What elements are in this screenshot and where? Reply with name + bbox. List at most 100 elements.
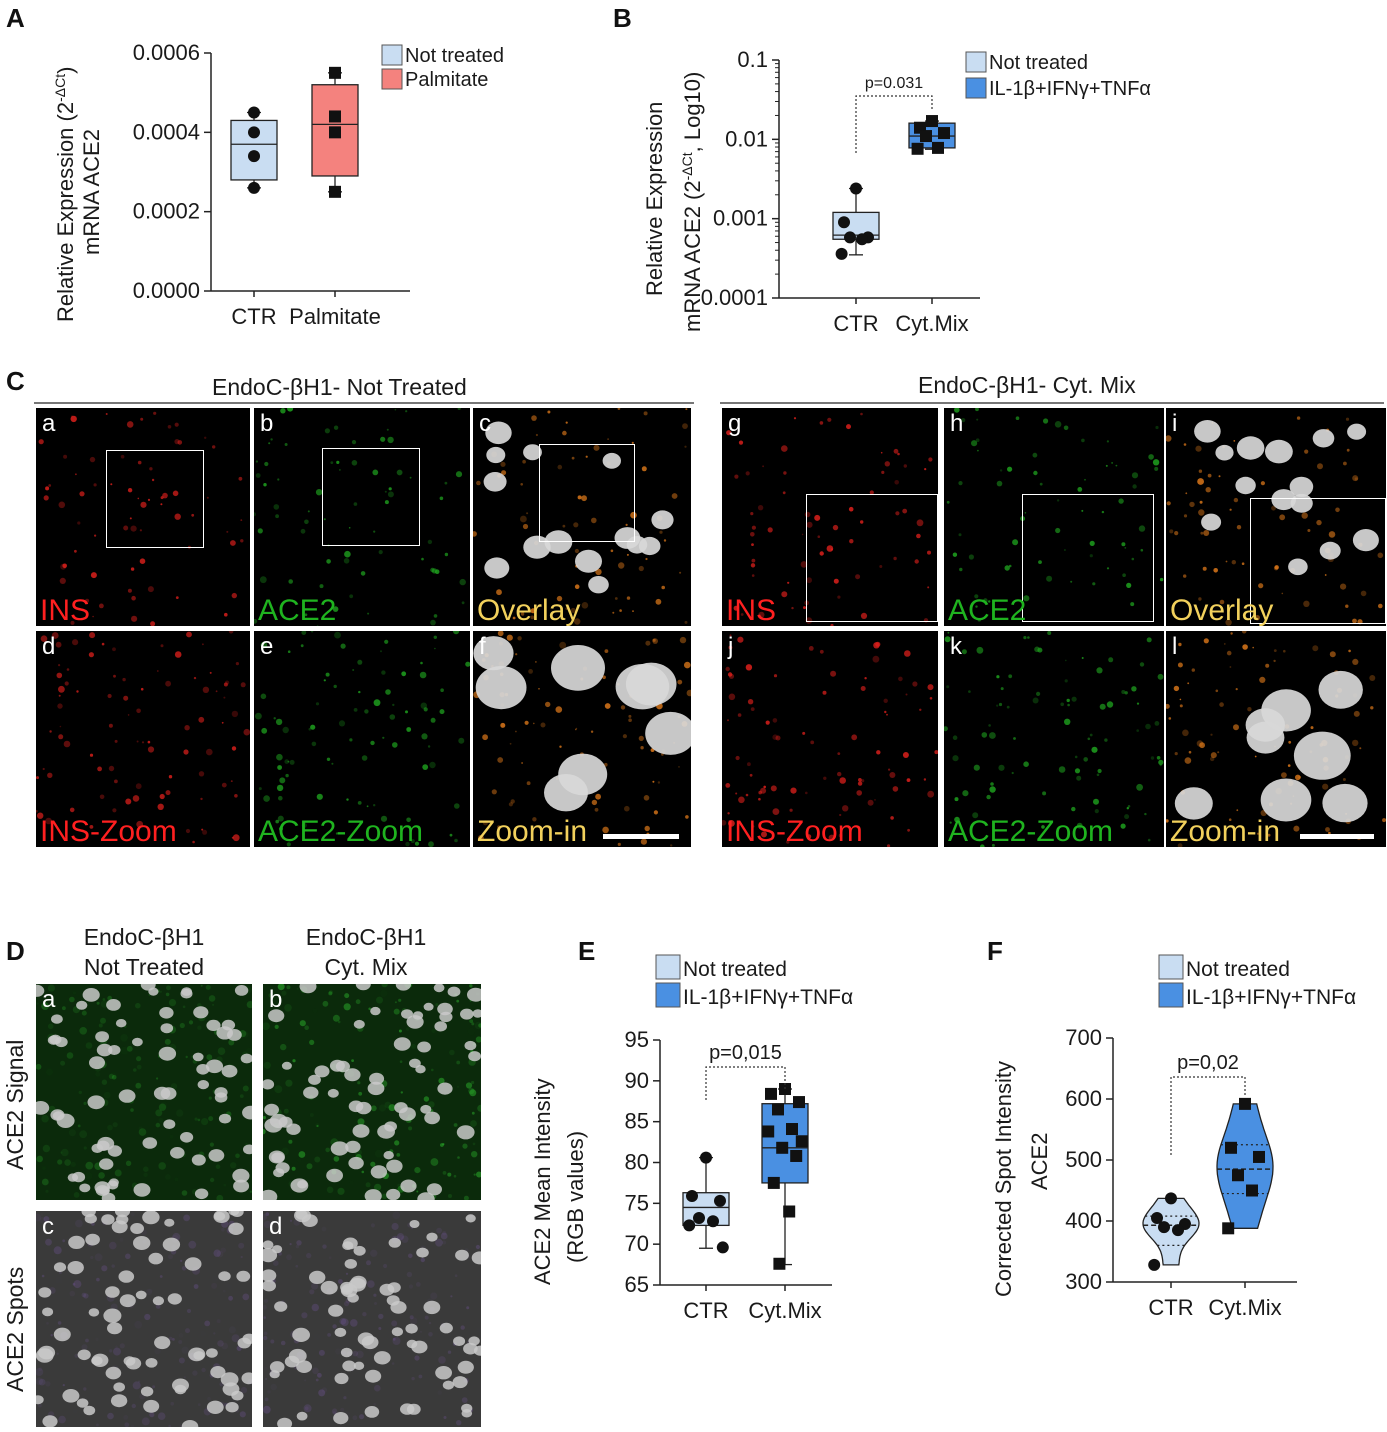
chart-f-series-2-point — [1232, 1169, 1244, 1182]
chart-b-series-2-point — [920, 130, 932, 143]
panel-c-subletter: b — [260, 410, 274, 437]
panel-c-channel-label: ACE2-Zoom — [948, 815, 1114, 847]
panel-c-subletter: j — [728, 633, 734, 660]
chart-e-series-1-point — [716, 1241, 729, 1254]
panel-c-image-art — [255, 631, 470, 847]
chart-e-ytick-label: 85 — [625, 1109, 649, 1134]
chart-f-series-2-point — [1222, 1222, 1235, 1235]
svg-text:Relative Expression (2-ΔCt): Relative Expression (2-ΔCt) — [52, 67, 78, 322]
chart-a-series-1-point — [248, 150, 260, 163]
chart-f-series-1-point — [1151, 1211, 1163, 1224]
chart-e-legend-label: IL-1β+IFNγ+TNFα — [683, 986, 853, 1009]
panel-c-image-art — [944, 631, 1164, 847]
chart-f-series-2-violin — [1216, 1103, 1274, 1229]
panel-d-image-art — [36, 1211, 252, 1427]
panel-c-image-art — [473, 631, 691, 847]
panel-c-subletter: l — [1172, 633, 1178, 660]
panel-d-col-title-2: EndoC-βH1 Cyt. Mix — [305, 924, 427, 980]
panel-c-image-art — [722, 634, 938, 847]
chart-b-ylabel-line2-end: , Log10) — [680, 72, 705, 153]
panel-c-image-i: i Overlay — [1166, 408, 1386, 626]
panel-c-subletter: a — [42, 410, 56, 437]
panel-c-subletter: k — [950, 633, 962, 660]
panel-c-channel-label: INS-Zoom — [726, 815, 863, 847]
chart-b-series-1-point — [856, 233, 868, 246]
chart-a-ylabel-line1: Relative Expression (2 — [53, 102, 78, 322]
chart-e-ytick-label: 95 — [625, 1027, 649, 1052]
chart-f-ytick-label: 700 — [1065, 1025, 1102, 1050]
chart-f-xtick-label: Cyt.Mix — [1208, 1295, 1281, 1320]
chart-e-series-2-point — [790, 1149, 803, 1162]
chart-e-series-1-point — [693, 1212, 705, 1225]
panel-c-image-l: l Zoom-in — [1166, 631, 1386, 847]
chart-a-ylabel: Relative Expression (2-ΔCt) mRNA ACE2 — [52, 67, 104, 322]
panel-c-subletter: e — [260, 633, 274, 660]
panel-c-subletter: f — [479, 633, 486, 660]
panel-letter-b: B — [613, 3, 632, 33]
chart-a-ylabel-line1-end: ) — [53, 67, 78, 74]
chart-a-xtick-label: CTR — [231, 304, 276, 329]
chart-e-series-2-point — [793, 1096, 805, 1109]
chart-e-series-2-point — [767, 1176, 780, 1189]
chart-f-series-1-point — [1172, 1224, 1184, 1237]
chart-b-series-2-point — [926, 115, 938, 128]
chart-e-ylabel-line2: (RGB values) — [563, 1131, 588, 1263]
chart-e-ytick-label: 80 — [625, 1150, 649, 1175]
panel-c-image-k: k ACE2-Zoom — [944, 631, 1164, 847]
panel-c-channel-label: ACE2-Zoom — [258, 815, 424, 847]
chart-e-ytick-label: 65 — [625, 1272, 649, 1297]
chart-f-series-1-point — [1165, 1192, 1177, 1205]
panel-c-subletter: c — [479, 410, 491, 437]
panel-d-image-art — [263, 984, 481, 1200]
chart-e-pvalue: p=0,015 — [709, 1042, 782, 1064]
chart-b-series-1-point — [844, 231, 856, 244]
panel-c-channel-label: ACE2 — [258, 594, 337, 626]
chart-b-series-2-point — [932, 141, 944, 154]
panel-c-image-d: d INS-Zoom — [36, 631, 250, 847]
svg-text:mRNA ACE2 (2-ΔCt, Log10): mRNA ACE2 (2-ΔCt, Log10) — [679, 72, 705, 332]
zoom-region-box — [322, 448, 420, 546]
panel-c-image-g: g INS — [722, 408, 938, 626]
panel-c-channel-label: INS — [40, 594, 91, 626]
chart-a-series-2-point — [329, 185, 341, 198]
chart-b: Relative Expression mRNA ACE2 (2-ΔCt, Lo… — [642, 47, 1151, 336]
chart-e-ytick-label: 90 — [625, 1068, 649, 1093]
chart-e-series-2-point — [783, 1205, 796, 1218]
chart-f-pvalue-bracket — [1170, 1076, 1246, 1155]
chart-f-pvalue: p=0,02 — [1177, 1052, 1239, 1074]
zoom-region-box — [539, 444, 635, 542]
chart-f-ytick-label: 300 — [1065, 1269, 1102, 1294]
chart-b-ytick-label: 0.01 — [725, 126, 768, 151]
panel-c-channel-label: INS-Zoom — [40, 815, 177, 847]
panel-c-image-a: a INS — [36, 408, 250, 626]
panel-letter-a: A — [6, 3, 25, 33]
chart-b-ytick-label: 0.1 — [737, 47, 768, 72]
chart-e-series-2-point — [786, 1123, 798, 1136]
panel-c-subletter: i — [1172, 410, 1178, 437]
panel-c-image-art — [1166, 416, 1384, 626]
chart-f-series-1-point — [1158, 1221, 1170, 1234]
panel-c-channel-label: Overlay — [477, 594, 581, 626]
chart-f-legend-label: Not treated — [1186, 958, 1290, 981]
chart-a-ytick-label: 0.0000 — [133, 278, 200, 303]
chart-a-legend-swatch — [381, 44, 403, 66]
chart-e-series-1-point — [683, 1219, 696, 1232]
chart-f: Corrected Spot Intensity ACE2 300 400 500 6… — [991, 954, 1356, 1320]
chart-e-legend-label: Not treated — [683, 958, 787, 981]
panel-d-image-b: b — [263, 984, 481, 1200]
chart-a-series-1-point — [248, 126, 260, 139]
panel-c-image-j: j INS-Zoom — [722, 631, 938, 847]
panel-letter-e: E — [578, 936, 596, 966]
chart-e-ytick-label: 70 — [625, 1231, 649, 1256]
chart-e-pvalue-bracket — [705, 1066, 786, 1100]
chart-e-series-2-point — [773, 1257, 786, 1270]
chart-f-series-2-point — [1246, 1184, 1258, 1197]
panel-c-image-e: e ACE2-Zoom — [254, 631, 470, 847]
panel-c-image-c: c Overlay — [473, 408, 691, 626]
chart-b-series-1-point — [850, 182, 862, 195]
chart-a-legend-label: Palmitate — [405, 69, 488, 91]
zoom-region-box — [1250, 498, 1386, 624]
chart-e-ylabel-line1: ACE2 Mean Intensity — [530, 1078, 555, 1285]
zoom-region-box — [1022, 494, 1154, 622]
panel-c-subletter: g — [728, 410, 742, 437]
